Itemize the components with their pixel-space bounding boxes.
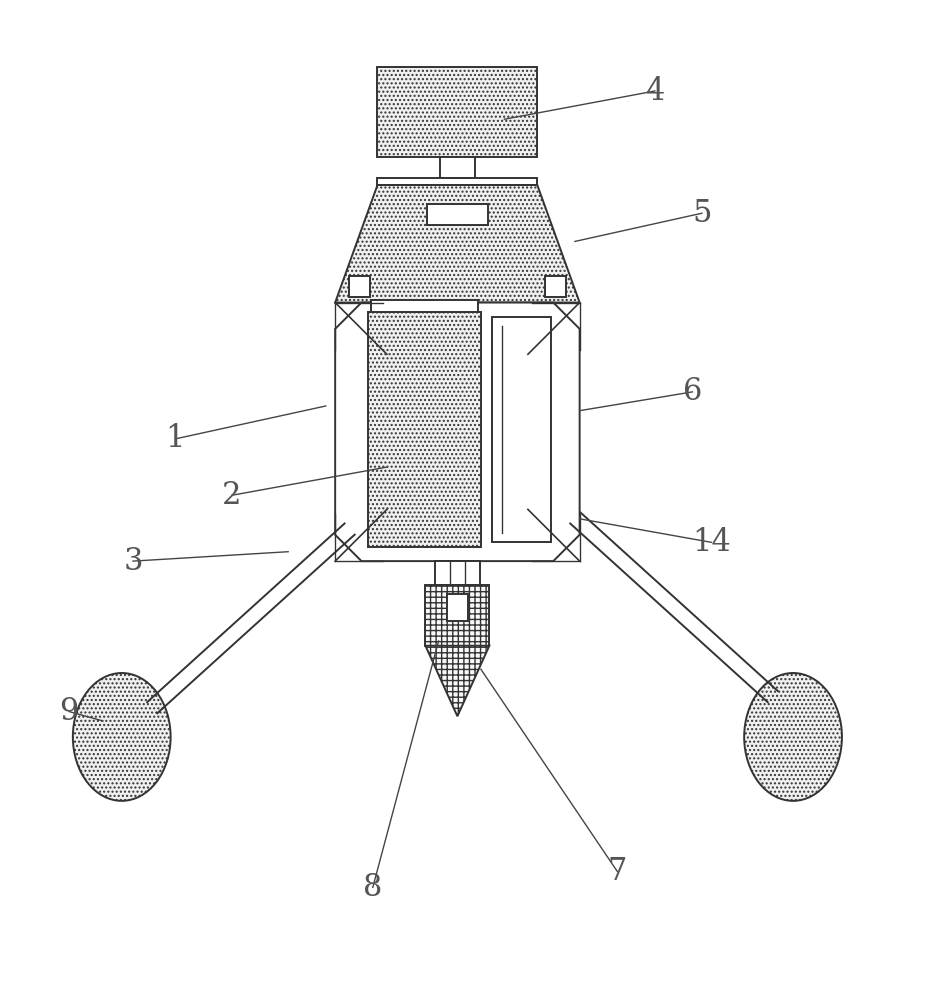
Ellipse shape (73, 673, 171, 801)
Bar (377, 67, 538, 157)
Text: 14: 14 (692, 527, 731, 558)
Bar (447, 594, 468, 621)
Bar (368, 312, 481, 547)
Bar (425, 585, 489, 646)
Text: 3: 3 (124, 546, 142, 577)
Text: 1: 1 (166, 423, 185, 454)
Text: 6: 6 (683, 376, 703, 407)
Text: 9: 9 (59, 696, 78, 727)
Polygon shape (425, 646, 489, 716)
Text: 4: 4 (645, 76, 665, 107)
Bar (349, 276, 370, 297)
Polygon shape (335, 185, 580, 303)
Text: 7: 7 (607, 856, 627, 887)
Bar (435, 561, 480, 585)
Bar (377, 178, 538, 185)
Polygon shape (335, 303, 580, 561)
Text: 5: 5 (692, 198, 712, 229)
Ellipse shape (744, 673, 842, 801)
Bar (492, 317, 552, 542)
Text: 8: 8 (363, 872, 383, 903)
Bar (439, 157, 475, 178)
Bar (371, 300, 478, 312)
Bar (427, 204, 488, 225)
Bar (545, 276, 566, 297)
Text: 2: 2 (222, 480, 241, 511)
